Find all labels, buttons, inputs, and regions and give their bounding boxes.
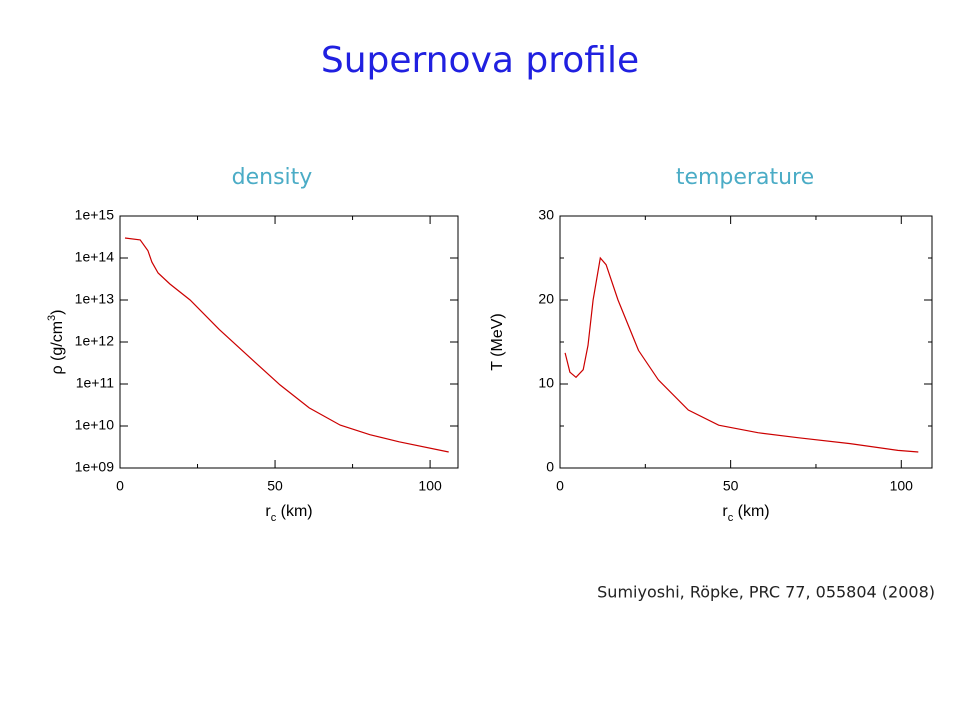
y-tick-label: 10 bbox=[538, 375, 554, 391]
slide-title: Supernova profile bbox=[321, 40, 639, 81]
y-tick-label: 1e+09 bbox=[75, 459, 115, 475]
x-axis-label-part: c bbox=[728, 512, 734, 524]
data-line bbox=[564, 256, 919, 453]
chart-title: density bbox=[232, 165, 313, 190]
x-axis-label-part: r bbox=[722, 503, 728, 520]
x-axis-label: rc (km) bbox=[265, 503, 312, 524]
plot-frame bbox=[119, 215, 459, 469]
chart: density 0 50 100 1e+09 1e+10 1e+11 1e+12 1e+13 1e… bbox=[46, 165, 459, 524]
data-line bbox=[124, 237, 449, 453]
x-axis-label-part: (km) bbox=[733, 503, 769, 520]
y-tick-label: 1e+11 bbox=[76, 375, 114, 391]
y-tick-label: 30 bbox=[538, 207, 554, 223]
x-tick-label: 100 bbox=[418, 478, 442, 494]
y-tick-label: 1e+12 bbox=[75, 333, 115, 349]
y-tick-label: 0 bbox=[546, 459, 554, 475]
x-tick-label: 100 bbox=[890, 478, 914, 494]
x-axis-label-part: r bbox=[265, 503, 271, 520]
y-tick-label: 1e+14 bbox=[75, 249, 115, 265]
x-tick-label: 50 bbox=[267, 478, 283, 494]
chart-title: temperature bbox=[676, 165, 814, 190]
y-tick-label: 1e+10 bbox=[75, 417, 115, 433]
x-tick-label: 0 bbox=[556, 478, 564, 494]
y-axis-label: T (MeV) bbox=[489, 313, 506, 370]
x-axis-label-part: c bbox=[271, 512, 277, 524]
chart: temperature 0 50 100 0 10 20 30 rc (km) T (MeV) bbox=[489, 165, 933, 524]
x-tick-label: 50 bbox=[723, 478, 739, 494]
y-axis-label-part: ) bbox=[49, 310, 66, 315]
y-axis-label-part: ρ (g/cm bbox=[49, 321, 66, 375]
x-tick-label: 0 bbox=[116, 478, 124, 494]
citation: Sumiyoshi, Röpke, PRC 77, 055804 (2008) bbox=[597, 583, 935, 602]
x-axis-label-part: (km) bbox=[276, 503, 312, 520]
y-axis-label: ρ (g/cm3) bbox=[46, 310, 66, 375]
y-axis-label-part: T (MeV) bbox=[489, 313, 506, 370]
y-axis-label-part: 3 bbox=[46, 315, 58, 321]
x-axis-label: rc (km) bbox=[722, 503, 769, 524]
y-tick-label: 1e+13 bbox=[75, 291, 115, 307]
y-tick-label: 1e+15 bbox=[75, 207, 115, 223]
y-tick-label: 20 bbox=[538, 291, 554, 307]
